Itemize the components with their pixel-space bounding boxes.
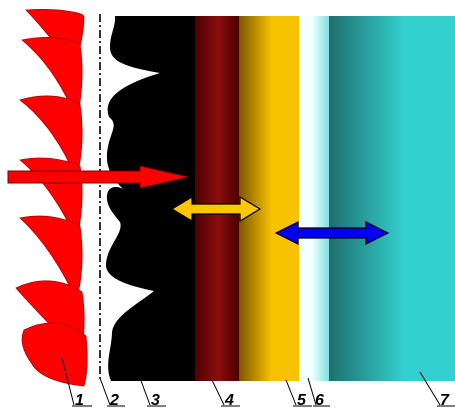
label-7: 7 [440,392,450,409]
flame-region [15,9,88,387]
label-5: 5 [297,392,307,409]
flame-tongue [21,36,83,122]
flame-tongue [19,215,83,302]
leader-line-5 [285,379,297,406]
flame-tongue [19,95,83,180]
layer-7-zone [328,16,455,381]
leader-line-7 [419,371,441,406]
label-4: 4 [224,392,234,409]
leader-line-3 [139,377,151,406]
heat-exchange-double-arrow-blue [274,221,390,245]
leader-line-4 [211,379,225,406]
label-1: 1 [75,392,84,409]
label-2: 2 [109,392,119,409]
label-3: 3 [151,392,160,409]
leader-line-2 [99,377,111,406]
layer-3-deposit [105,16,195,381]
layer-5-layer [238,16,299,381]
heat-exchange-double-arrow-yellow [170,195,262,223]
heat-flux-arrow [7,165,189,189]
layer-4-wall [193,16,239,381]
leader-line-6 [307,377,317,406]
label-leaders [61,357,455,407]
leader-line-1 [61,357,75,406]
label-6: 6 [315,392,324,409]
flame-tongue [21,322,88,387]
layer-6-film [298,16,329,381]
